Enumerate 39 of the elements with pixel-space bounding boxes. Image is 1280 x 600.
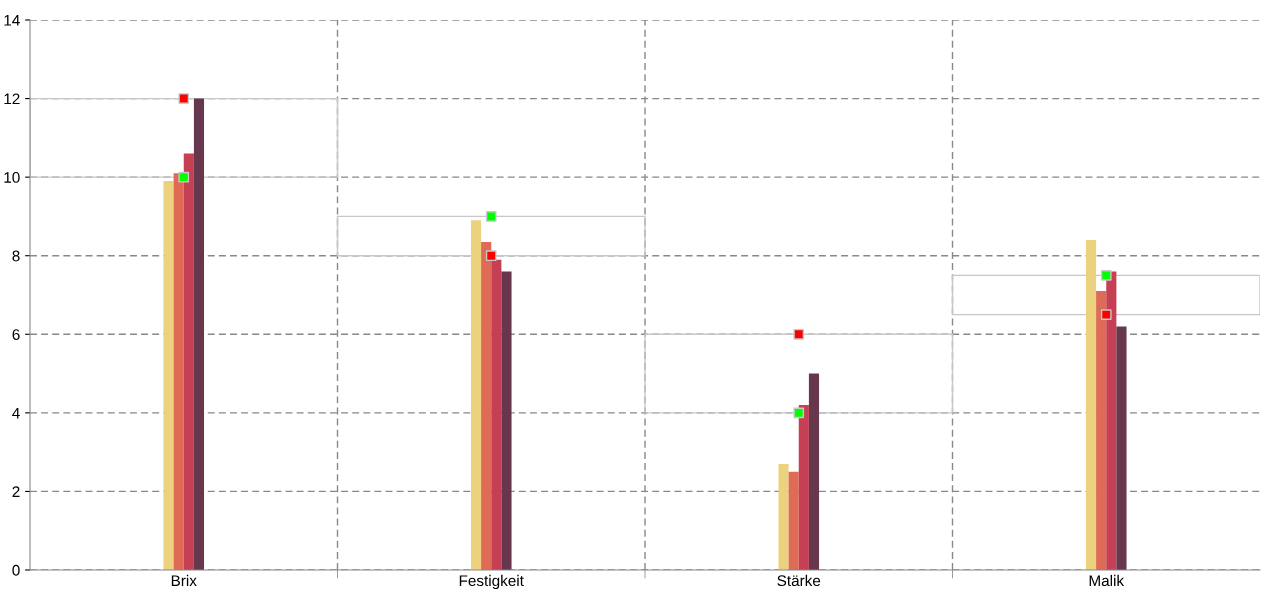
point <box>793 328 805 340</box>
bar <box>491 259 502 570</box>
bar <box>470 220 482 570</box>
x-tick-label: Malik <box>1089 574 1125 587</box>
bar <box>788 471 799 570</box>
bar <box>1096 291 1107 570</box>
point <box>485 250 497 262</box>
bar <box>1085 240 1097 570</box>
bar <box>644 333 954 414</box>
y-tick-label: 0 <box>12 564 20 576</box>
bar <box>951 274 1260 316</box>
bar <box>798 405 809 570</box>
point <box>178 171 190 183</box>
y-tick-label: 10 <box>4 172 20 183</box>
point <box>1100 270 1112 281</box>
bar <box>778 463 789 570</box>
point <box>178 93 190 104</box>
bar <box>193 98 205 570</box>
y-tick-label: 8 <box>12 250 20 262</box>
y-tick-label: 6 <box>12 329 20 340</box>
bar <box>336 215 646 257</box>
bar <box>183 153 194 570</box>
x-tick-label: Brix <box>171 574 197 586</box>
bar <box>1106 271 1117 570</box>
bar <box>173 173 184 570</box>
bar <box>481 241 492 570</box>
bar <box>1116 326 1127 570</box>
x-tick-label: Festigkeit <box>459 574 524 590</box>
bar <box>501 271 512 570</box>
y-tick-label: 14 <box>4 15 20 26</box>
x-tick-label: Stärke <box>777 574 821 587</box>
y-tick-label: 12 <box>4 93 20 105</box>
bar <box>163 181 174 570</box>
point <box>793 407 805 419</box>
bar <box>808 373 820 570</box>
y-tick-label: 4 <box>12 407 20 419</box>
point <box>1100 309 1112 320</box>
point <box>485 211 497 222</box>
y-tick-label: 2 <box>12 486 20 497</box>
